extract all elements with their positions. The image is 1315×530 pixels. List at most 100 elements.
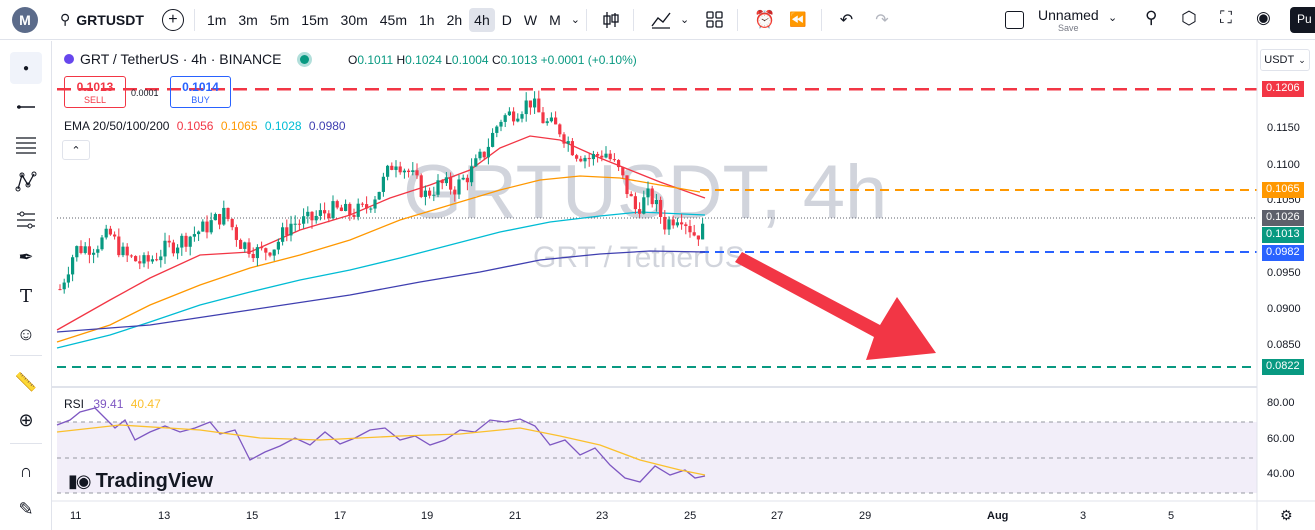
zoom-in-icon[interactable]: ⊕ <box>18 409 34 430</box>
candle-body <box>583 157 587 162</box>
redo-icon[interactable]: ↷ <box>875 11 889 29</box>
candle-body <box>566 141 570 144</box>
save-label[interactable]: Save <box>1058 23 1079 33</box>
candle-body <box>167 240 171 243</box>
pattern-icon[interactable] <box>10 166 42 198</box>
interval-4h[interactable]: 4h <box>469 7 495 32</box>
candle-body <box>121 246 125 256</box>
cursor-dot-icon[interactable]: ● <box>10 52 42 84</box>
symbol-search[interactable]: ⚲ GRTUSDT <box>60 11 144 28</box>
text-tool-icon[interactable]: T <box>19 285 32 307</box>
trend-line-icon[interactable] <box>10 91 42 123</box>
candle-body <box>75 246 79 258</box>
watermark-symbol: GRTUSDT, 4h <box>403 150 887 235</box>
interval-30m[interactable]: 30m <box>340 11 368 28</box>
tv-mark-icon: ▮◉ <box>68 471 92 491</box>
candle-body <box>600 155 604 158</box>
publish-button[interactable]: Pu <box>1290 7 1315 33</box>
compare-add-icon[interactable]: + <box>161 8 184 31</box>
candle-body <box>394 166 398 170</box>
legend-logo-icon <box>64 54 74 64</box>
candle-body <box>138 261 142 264</box>
chevron-down-icon[interactable]: ⌄ <box>570 14 580 26</box>
candle-body <box>302 216 306 224</box>
candle-body <box>549 117 553 122</box>
candle-body <box>524 100 528 115</box>
interval-2h[interactable]: 2h <box>446 11 463 28</box>
indicators-icon[interactable] <box>650 10 672 30</box>
chevron-down-icon[interactable]: ⌄ <box>679 14 690 26</box>
magnet-icon[interactable]: ∩ <box>19 460 33 481</box>
fullscreen-icon[interactable]: ⛶ <box>1220 8 1232 27</box>
candle-body <box>528 100 532 108</box>
interval-D[interactable]: D <box>501 11 512 28</box>
layout-checkbox-icon[interactable] <box>1005 11 1024 29</box>
brush-icon[interactable]: ✒ <box>18 246 34 267</box>
axis-settings-icon[interactable]: ⚙ <box>1280 507 1293 523</box>
rsi-ma-line <box>56 424 706 476</box>
collapse-legend-button[interactable]: ⌃ <box>62 140 90 160</box>
candle-body <box>142 255 146 264</box>
interval-W[interactable]: W <box>523 11 538 28</box>
sell-button[interactable]: 0.1013 SELL <box>64 76 126 108</box>
down-arrow-annotation[interactable] <box>735 252 936 360</box>
candle-body <box>62 282 66 290</box>
candle-body <box>457 179 461 195</box>
alert-icon[interactable]: ⏰ <box>754 9 776 29</box>
rsi-legend[interactable]: RSI 39.41 40.47 <box>64 397 161 411</box>
interval-M[interactable]: M <box>549 11 561 28</box>
quick-search-icon[interactable]: ⚲ <box>1145 8 1158 27</box>
candle-body <box>146 255 150 262</box>
candle-body <box>554 117 558 125</box>
chevron-down-icon[interactable]: ⌄ <box>1108 12 1118 24</box>
candle-body <box>255 247 259 259</box>
emoji-icon[interactable]: ☺ <box>16 323 36 344</box>
drawing-toolbar: ● ✒ T ☺ 📏 ⊕ ∩ ✎ <box>0 41 52 530</box>
interval-1h[interactable]: 1h <box>419 11 435 28</box>
candle-body <box>415 170 419 176</box>
lock-drawings-icon[interactable]: ✎ <box>18 498 34 519</box>
settings-icon[interactable]: ⬡ <box>1181 8 1197 28</box>
candle-body <box>436 180 440 195</box>
profile-logo[interactable]: M <box>12 6 38 33</box>
candle-body <box>96 249 100 253</box>
camera-icon[interactable]: ◉ <box>1256 8 1271 27</box>
interval-1m[interactable]: 1m <box>206 11 227 28</box>
chevron-down-icon: ⌄ <box>1298 54 1306 65</box>
candle-body <box>696 235 700 240</box>
interval-45m[interactable]: 45m <box>379 11 407 28</box>
interval-5m[interactable]: 5m <box>269 11 290 28</box>
fib-lines-icon[interactable] <box>10 129 42 161</box>
ema-legend[interactable]: EMA 20/50/100/200 0.1056 0.1065 0.1028 0… <box>64 119 346 133</box>
interval-15m[interactable]: 15m <box>301 11 329 28</box>
candle-body <box>659 199 663 217</box>
rsi-tick: 80.00 <box>1267 397 1295 409</box>
ruler-icon[interactable]: 📏 <box>14 371 38 392</box>
candle-body <box>533 98 537 108</box>
candle-body <box>272 249 276 256</box>
candle-body <box>113 234 117 237</box>
candle-body <box>646 188 650 198</box>
candles-icon[interactable] <box>601 10 621 30</box>
layout-name[interactable]: Unnamed <box>1038 7 1099 23</box>
buy-button[interactable]: 0.1014 BUY <box>170 76 231 108</box>
time-tick: 23 <box>596 510 609 522</box>
interval-3m[interactable]: 3m <box>238 11 258 28</box>
price-tick: 0.0900 <box>1267 303 1301 315</box>
currency-select[interactable]: USDT ⌄ <box>1260 49 1310 71</box>
candle-body <box>612 159 616 161</box>
candle-body <box>314 215 318 221</box>
projection-icon[interactable] <box>10 204 42 236</box>
candle-body <box>575 155 579 159</box>
replay-icon[interactable]: ⏪ <box>789 11 807 27</box>
undo-icon[interactable]: ↶ <box>839 11 854 29</box>
candle-body <box>360 203 364 205</box>
arrow-shape <box>735 252 936 360</box>
templates-icon[interactable] <box>705 10 725 30</box>
candle-body <box>419 175 423 197</box>
time-tick: 15 <box>246 510 259 522</box>
candle-body <box>377 191 381 200</box>
candle-body <box>251 253 255 259</box>
candle-body <box>621 167 625 176</box>
